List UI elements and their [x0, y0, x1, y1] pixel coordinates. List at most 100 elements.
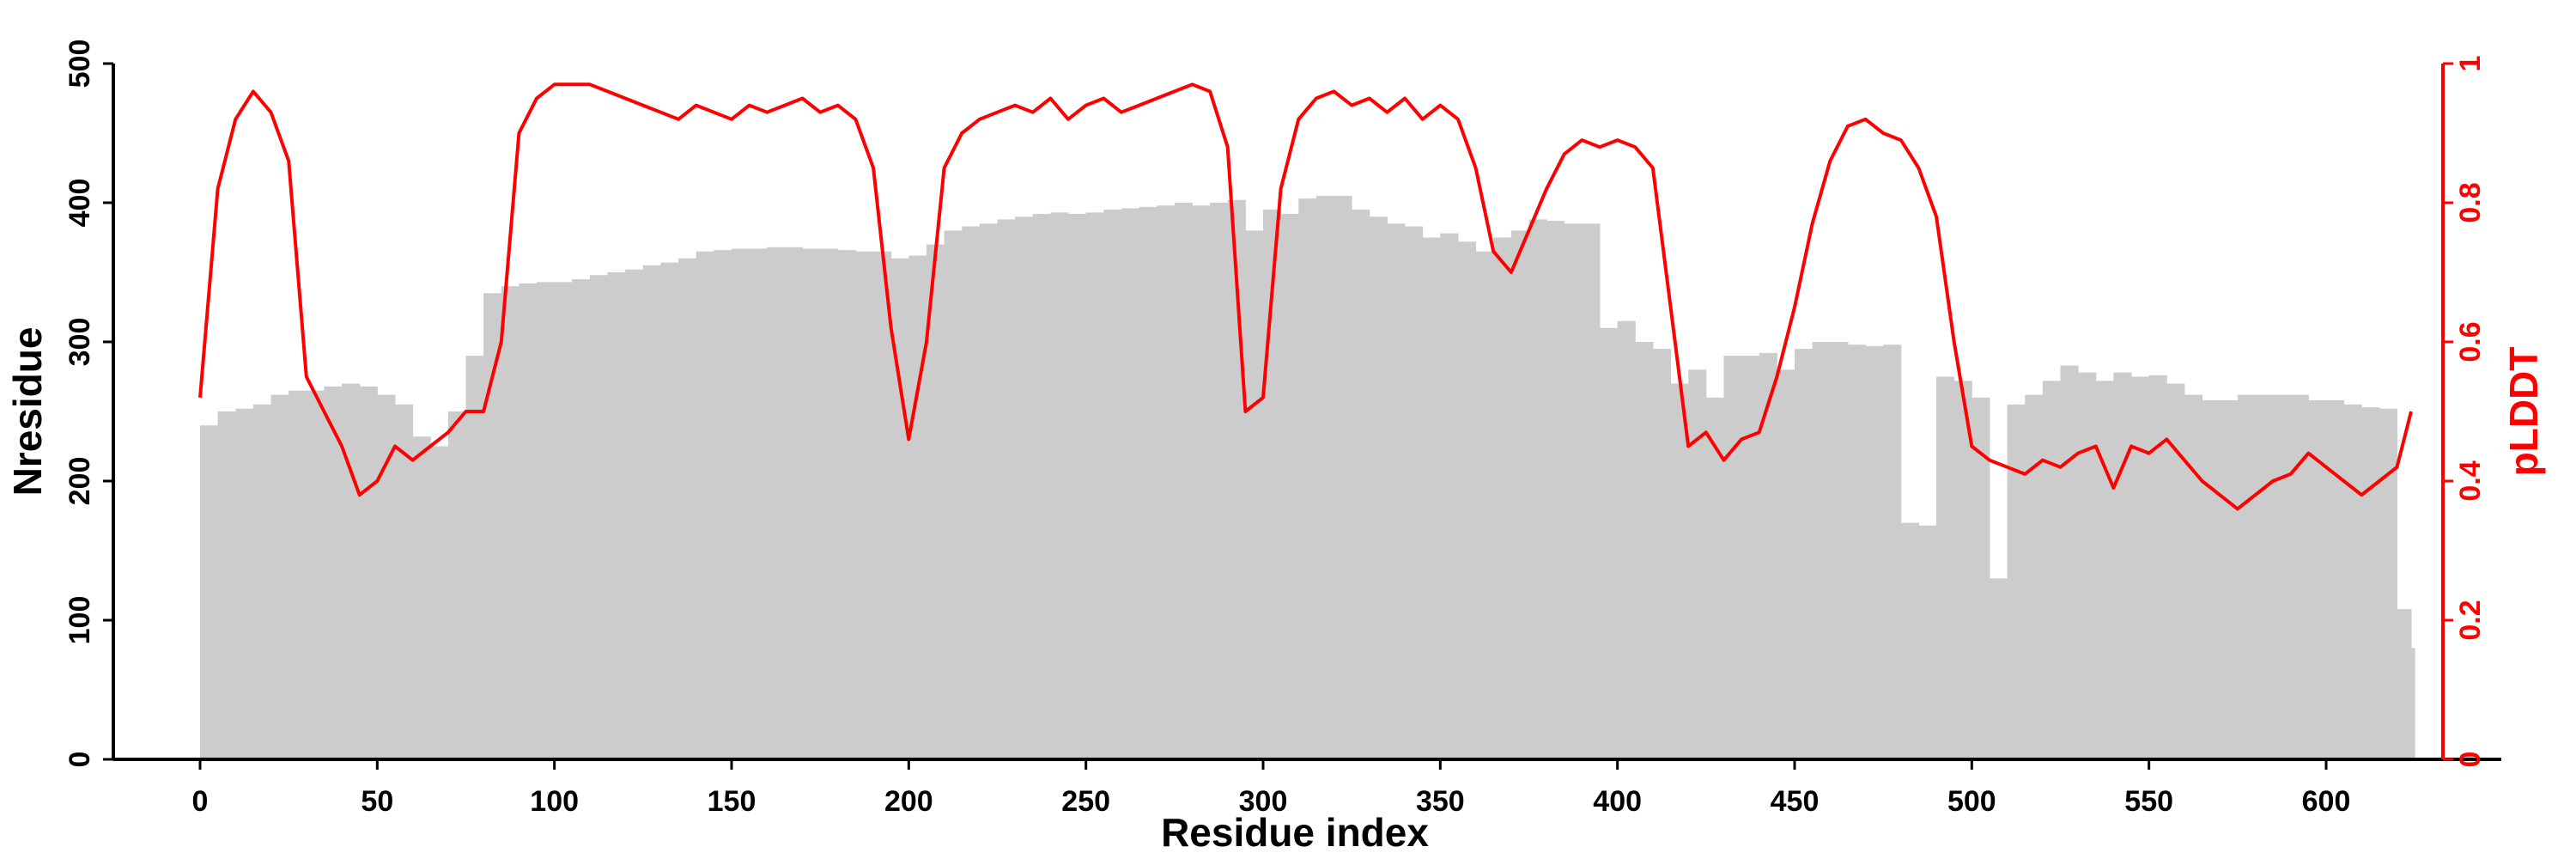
y-right-tick-label: 0.8 — [2454, 182, 2487, 222]
nresidue-bar — [767, 247, 786, 760]
nresidue-bar — [732, 248, 750, 760]
nresidue-bar — [1121, 208, 1140, 760]
nresidue-bar — [2060, 365, 2079, 759]
nresidue-bar — [2397, 609, 2412, 759]
nresidue-bar — [873, 251, 892, 759]
x-tick-label: 150 — [708, 785, 756, 818]
nresidue-bar — [1582, 223, 1601, 759]
nresidue-bar — [802, 248, 821, 760]
nresidue-bar — [483, 293, 502, 759]
nresidue-bar — [1953, 381, 1972, 759]
nresidue-bar — [2095, 381, 2114, 759]
nresidue-bar — [1174, 203, 1193, 759]
nresidue-bar — [1812, 342, 1831, 759]
nresidue-bar — [2343, 404, 2362, 759]
nresidue-bar — [1510, 230, 1529, 759]
nresidue-bar — [642, 265, 661, 759]
nresidue-bar — [625, 269, 644, 759]
nresidue-bar — [997, 219, 1016, 759]
nresidue-bar — [289, 390, 307, 759]
y-left-tick-label: 200 — [64, 457, 96, 506]
nresidue-bar — [465, 356, 484, 759]
nresidue-bar — [1759, 352, 1777, 759]
nresidue-bar — [1103, 210, 1122, 760]
nresidue-bar — [1405, 226, 1424, 759]
x-tick-label: 100 — [530, 785, 579, 818]
x-tick-label: 50 — [361, 785, 393, 818]
nresidue-bar — [1546, 221, 1565, 759]
x-tick-label: 500 — [1947, 785, 1996, 818]
nresidue-bar — [252, 404, 272, 759]
nresidue-bar — [217, 411, 236, 759]
nresidue-bar — [1387, 223, 1406, 759]
nresidue-bar — [979, 223, 998, 759]
y-left-tick-label: 100 — [64, 596, 96, 645]
y-right-tick-label: 0.2 — [2454, 600, 2487, 640]
nresidue-bar — [1157, 205, 1176, 760]
nresidue-bar — [1369, 216, 1388, 759]
nresidue-bar — [926, 244, 945, 760]
nresidue-bar — [2007, 404, 2026, 759]
nresidue-bar — [519, 283, 538, 760]
nresidue-bar — [1085, 212, 1104, 760]
nresidue-bar — [908, 255, 927, 759]
axes: 0 50 100 150 200 250 300 350 400 450 500 550 6000100… — [64, 40, 2501, 818]
nresidue-bar — [377, 394, 396, 759]
nresidue-bar — [2148, 375, 2167, 759]
nresidue-bar — [855, 251, 874, 759]
nresidue-bar — [1139, 206, 1157, 760]
nresidue-bar — [554, 282, 573, 760]
nresidue-bar — [2255, 394, 2274, 759]
nresidue-bar — [660, 262, 679, 759]
y-left-tick-label: 500 — [64, 40, 96, 88]
nresidue-bar — [820, 248, 839, 760]
nresidue-bar — [359, 386, 378, 759]
nresidue-bar — [1298, 198, 1317, 759]
nresidue-bar — [2025, 394, 2044, 759]
nresidue-bar — [1600, 327, 1619, 759]
nresidue-bar — [1440, 233, 1459, 759]
nresidue-bar — [1883, 344, 1902, 759]
x-tick-label: 550 — [2124, 785, 2173, 818]
nresidue-bar — [1210, 203, 1229, 759]
nresidue-bar — [1050, 212, 1069, 760]
x-tick-label: 300 — [1239, 785, 1288, 818]
nresidue-bar — [2237, 394, 2256, 759]
nresidue-bar — [1795, 349, 1814, 759]
nresidue-bar — [678, 258, 697, 759]
nresidue-bar — [1847, 344, 1867, 759]
nresidue-bar — [1635, 342, 1654, 759]
nresidue-bar — [306, 390, 325, 759]
nresidue-bar — [1918, 525, 1937, 759]
nresidue-bar — [1192, 205, 1211, 760]
nresidue-bar — [1015, 216, 1034, 759]
nresidue-bar — [1068, 213, 1087, 759]
nresidue-bar — [324, 386, 343, 759]
nresidue-bar — [1971, 397, 1990, 759]
nresidue-bar — [447, 411, 466, 759]
nresidue-bar — [2308, 400, 2327, 759]
nresidue-bar — [1723, 356, 1742, 759]
nresidue-bar — [2113, 372, 2132, 759]
y-axis-right-label: pLDDT — [2501, 347, 2546, 477]
y-axis-left-label: Nresidue — [5, 327, 50, 497]
nresidue-bar — [430, 446, 449, 759]
nresidue-bar — [696, 251, 714, 759]
y-left-tick-label: 400 — [64, 179, 96, 228]
x-tick-label: 600 — [2302, 785, 2351, 818]
nresidue-bar — [837, 250, 856, 760]
nresidue-bar — [1422, 237, 1441, 759]
nresidue-bar — [1493, 237, 1512, 759]
x-tick-label: 200 — [884, 785, 933, 818]
nresidue-bar — [1564, 223, 1583, 759]
nresidue-bar — [1705, 397, 1724, 759]
nresidue-bar — [1936, 376, 1955, 759]
nresidue-bar — [412, 436, 431, 759]
nresidue-bar — [1830, 342, 1849, 759]
nresidue-bar — [1475, 251, 1494, 759]
nresidue-bar — [1865, 345, 1884, 759]
nresidue-bar — [2042, 381, 2061, 759]
nresidue-bar — [890, 258, 909, 759]
